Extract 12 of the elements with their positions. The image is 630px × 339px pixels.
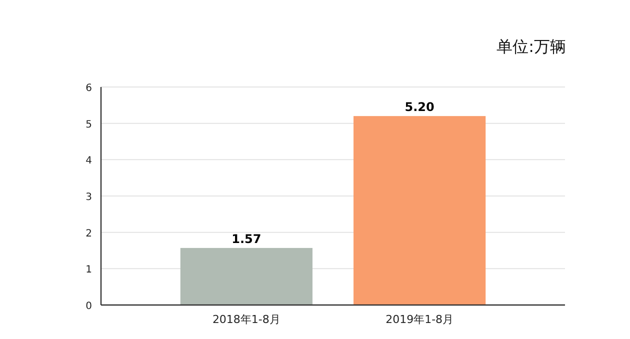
y-tick-label: 3 [86,192,92,203]
data-label: 5.20 [404,100,434,114]
y-tick-label: 1 [86,264,92,276]
x-tick-label: 2018年1-8月 [212,313,280,326]
y-tick-label: 4 [86,156,92,167]
data-label: 1.57 [232,232,262,246]
y-tick-label: 5 [86,119,92,130]
y-tick-label: 0 [86,301,92,312]
y-tick-label: 6 [86,83,92,94]
x-tick-label: 2019年1-8月 [386,313,454,326]
y-tick-label: 2 [86,228,92,240]
text: 单位:万辆 [496,37,566,56]
